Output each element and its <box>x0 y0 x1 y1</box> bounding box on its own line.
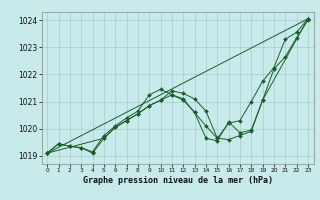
X-axis label: Graphe pression niveau de la mer (hPa): Graphe pression niveau de la mer (hPa) <box>83 176 273 185</box>
